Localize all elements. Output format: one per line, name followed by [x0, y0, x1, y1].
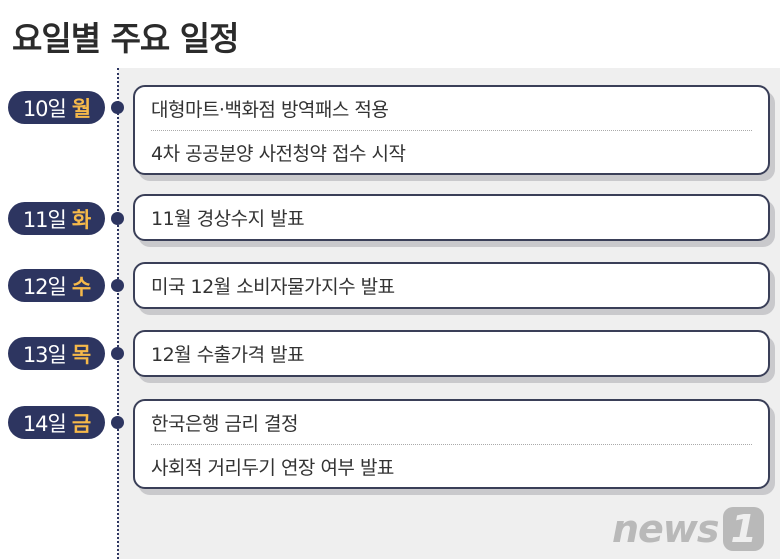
event-item: 미국 12월 소비자물가지수 발표	[151, 276, 395, 298]
day-badge-thu: 13일 목	[8, 337, 105, 370]
event-card-wed: 미국 12월 소비자물가지수 발표	[133, 262, 770, 309]
day-badge-fri: 14일 금	[8, 406, 105, 439]
timeline-dot	[111, 347, 124, 360]
event-card-mon: 대형마트·백화점 방역패스 적용 4차 공공분양 사전청약 접수 시작	[133, 85, 770, 175]
weekday-label: 목	[71, 342, 91, 367]
day-label: 11일	[22, 207, 67, 232]
timeline-dot	[111, 101, 124, 114]
day-label: 14일	[22, 411, 67, 436]
day-badge-mon: 10일 월	[8, 91, 105, 124]
event-card-thu: 12월 수출가격 발표	[133, 330, 770, 377]
timeline-line	[117, 68, 119, 559]
event-item: 11월 경상수지 발표	[151, 208, 305, 230]
day-label: 12일	[22, 274, 67, 299]
event-card-tue: 11월 경상수지 발표	[133, 194, 770, 241]
day-badge-wed: 12일 수	[8, 269, 105, 302]
timeline-dot	[111, 279, 124, 292]
weekday-label: 금	[71, 411, 91, 436]
timeline-dot	[111, 416, 124, 429]
weekday-label: 수	[71, 274, 91, 299]
day-badge-tue: 11일 화	[8, 202, 105, 235]
timeline-dot	[111, 212, 124, 225]
event-item: 한국은행 금리 결정	[151, 413, 298, 435]
page-title: 요일별 주요 일정	[12, 19, 239, 58]
weekday-label: 월	[71, 96, 91, 121]
day-label: 10일	[22, 96, 67, 121]
news1-logo: news 1	[612, 507, 764, 551]
event-item: 12월 수출가격 발표	[151, 344, 305, 366]
logo-mark: 1	[722, 507, 764, 551]
event-item: 사회적 거리두기 연장 여부 발표	[151, 444, 752, 487]
weekday-label: 화	[71, 207, 91, 232]
day-label: 13일	[22, 342, 67, 367]
logo-text: news	[611, 507, 720, 551]
event-card-fri: 한국은행 금리 결정 사회적 거리두기 연장 여부 발표	[133, 399, 770, 489]
event-item: 대형마트·백화점 방역패스 적용	[151, 99, 389, 121]
event-item: 4차 공공분양 사전청약 접수 시작	[151, 130, 752, 173]
